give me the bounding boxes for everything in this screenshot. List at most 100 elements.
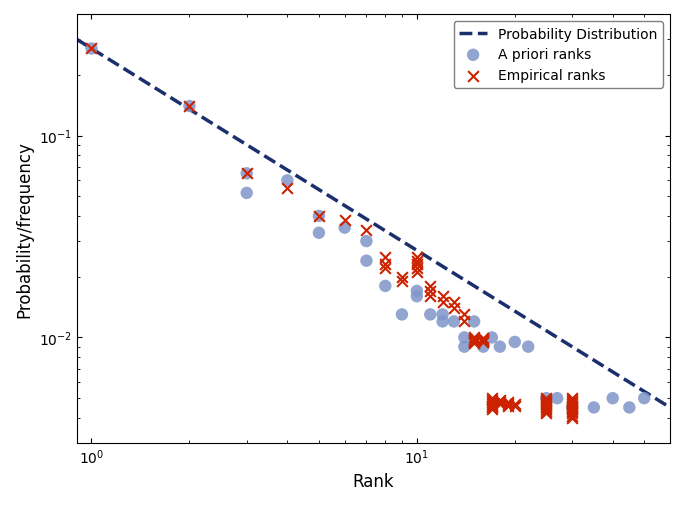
- Empirical ranks: [339, 217, 350, 225]
- Empirical ranks: [469, 338, 479, 346]
- Empirical ranks: [566, 398, 577, 406]
- Empirical ranks: [486, 396, 497, 404]
- Empirical ranks: [495, 398, 506, 406]
- Empirical ranks: [509, 401, 520, 410]
- Empirical ranks: [566, 412, 577, 420]
- A priori ranks: [361, 237, 372, 245]
- Empirical ranks: [541, 400, 552, 408]
- Empirical ranks: [486, 400, 497, 408]
- Empirical ranks: [397, 273, 408, 281]
- Empirical ranks: [541, 403, 552, 412]
- Empirical ranks: [477, 336, 488, 344]
- Empirical ranks: [379, 261, 390, 269]
- A priori ranks: [86, 45, 97, 54]
- Empirical ranks: [469, 339, 479, 347]
- A priori ranks: [495, 343, 506, 351]
- Empirical ranks: [412, 257, 423, 265]
- A priori ranks: [437, 318, 448, 326]
- Empirical ranks: [486, 398, 497, 406]
- Empirical ranks: [566, 410, 577, 418]
- Empirical ranks: [566, 401, 577, 410]
- Probability Distribution: [97, 52, 105, 58]
- Empirical ranks: [449, 305, 460, 313]
- Empirical ranks: [469, 335, 479, 343]
- Empirical ranks: [425, 292, 436, 300]
- Empirical ranks: [86, 45, 97, 54]
- Empirical ranks: [477, 335, 488, 343]
- Empirical ranks: [541, 394, 552, 402]
- Empirical ranks: [541, 408, 552, 416]
- A priori ranks: [566, 403, 577, 412]
- Probability Distribution: [108, 59, 116, 65]
- A priori ranks: [459, 334, 470, 342]
- Empirical ranks: [412, 269, 423, 277]
- Empirical ranks: [469, 337, 479, 345]
- A priori ranks: [638, 394, 649, 402]
- Legend: Probability Distribution, A priori ranks, Empirical ranks: Probability Distribution, A priori ranks…: [453, 22, 663, 89]
- Empirical ranks: [477, 337, 488, 345]
- Empirical ranks: [241, 170, 252, 178]
- Empirical ranks: [486, 403, 497, 412]
- Empirical ranks: [425, 282, 436, 290]
- Probability Distribution: [666, 405, 674, 411]
- Empirical ranks: [541, 401, 552, 410]
- Empirical ranks: [486, 401, 497, 410]
- Empirical ranks: [469, 336, 479, 344]
- X-axis label: Rank: Rank: [353, 472, 394, 490]
- Empirical ranks: [469, 334, 479, 342]
- Probability Distribution: [183, 106, 191, 112]
- A priori ranks: [361, 257, 372, 265]
- Empirical ranks: [566, 400, 577, 408]
- Empirical ranks: [541, 398, 552, 406]
- A priori ranks: [314, 229, 325, 237]
- Empirical ranks: [379, 265, 390, 273]
- Probability Distribution: [636, 386, 645, 392]
- Probability Distribution: [231, 135, 239, 141]
- A priori ranks: [469, 318, 479, 326]
- Empirical ranks: [477, 338, 488, 346]
- A priori ranks: [425, 311, 436, 319]
- A priori ranks: [459, 343, 470, 351]
- Empirical ranks: [502, 398, 513, 406]
- Empirical ranks: [459, 311, 470, 319]
- Empirical ranks: [379, 254, 390, 262]
- Empirical ranks: [412, 261, 423, 269]
- Empirical ranks: [509, 400, 520, 408]
- Empirical ranks: [437, 292, 448, 300]
- Empirical ranks: [486, 394, 497, 402]
- Empirical ranks: [184, 103, 195, 111]
- A priori ranks: [241, 189, 252, 197]
- A priori ranks: [588, 403, 599, 412]
- A priori ranks: [314, 213, 325, 221]
- A priori ranks: [241, 170, 252, 178]
- A priori ranks: [412, 292, 423, 300]
- Probability Distribution: [73, 37, 81, 43]
- Empirical ranks: [477, 335, 488, 343]
- Empirical ranks: [486, 406, 497, 414]
- Empirical ranks: [502, 401, 513, 410]
- Empirical ranks: [566, 403, 577, 412]
- Empirical ranks: [566, 414, 577, 422]
- A priori ranks: [477, 343, 488, 351]
- A priori ranks: [184, 103, 195, 111]
- A priori ranks: [379, 282, 390, 290]
- A priori ranks: [339, 224, 350, 232]
- A priori ranks: [412, 287, 423, 295]
- A priori ranks: [282, 177, 293, 185]
- Empirical ranks: [495, 400, 506, 408]
- Empirical ranks: [425, 287, 436, 295]
- Empirical ranks: [566, 408, 577, 416]
- Empirical ranks: [314, 213, 325, 221]
- Empirical ranks: [541, 396, 552, 404]
- Empirical ranks: [566, 406, 577, 414]
- Empirical ranks: [282, 184, 293, 192]
- A priori ranks: [523, 343, 534, 351]
- Empirical ranks: [449, 298, 460, 307]
- A priori ranks: [551, 394, 562, 402]
- A priori ranks: [449, 318, 460, 326]
- A priori ranks: [437, 311, 448, 319]
- A priori ranks: [541, 394, 552, 402]
- Empirical ranks: [437, 298, 448, 307]
- Empirical ranks: [459, 318, 470, 326]
- Probability Distribution: [615, 373, 623, 379]
